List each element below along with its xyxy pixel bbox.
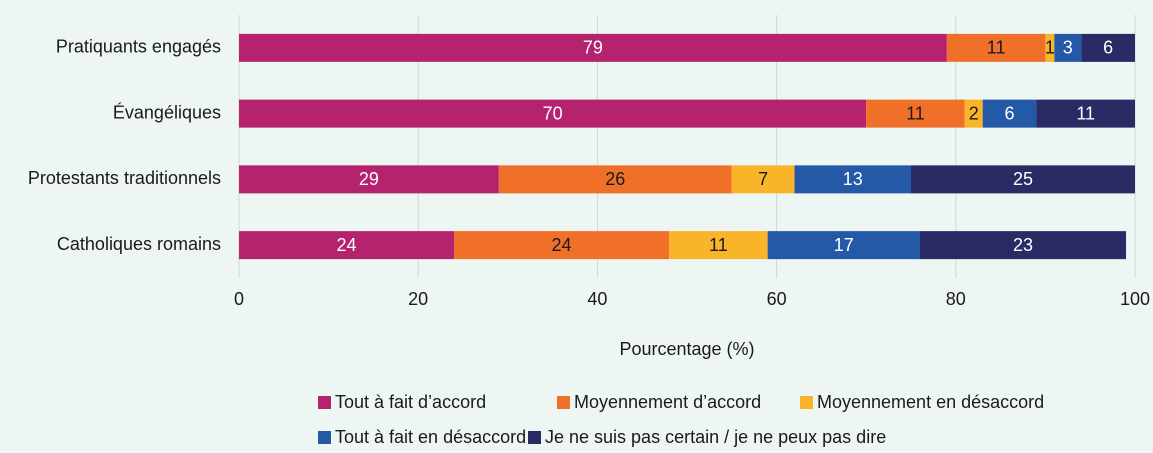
value-label: 13 (843, 169, 863, 189)
bar-segment (1054, 33, 1082, 62)
value-label: 29 (359, 169, 379, 189)
x-tick-label: 40 (587, 289, 607, 309)
value-label: 6 (1005, 103, 1015, 123)
bar-segment (239, 165, 499, 194)
bar-segment (1081, 33, 1135, 62)
legend-swatch (528, 431, 541, 444)
legend-swatch (557, 396, 570, 409)
value-label: 17 (834, 235, 854, 255)
y-tick-label: Protestants traditionnels (28, 168, 221, 188)
bar-segment (239, 99, 867, 128)
y-tick-label: Pratiquants engagés (56, 37, 221, 57)
legend-label: Tout à fait d’accord (335, 392, 486, 412)
value-label: 26 (605, 169, 625, 189)
value-label: 24 (552, 235, 572, 255)
bar-segment (767, 231, 920, 260)
y-tick-label: Évangéliques (113, 102, 221, 122)
value-label: 11 (906, 103, 925, 123)
bar-segment (911, 165, 1135, 194)
value-label: 24 (337, 235, 357, 255)
bar-segment (1045, 33, 1055, 62)
legend-label: Je ne suis pas certain / je ne peux pas … (545, 427, 886, 447)
bar-segment (982, 99, 1037, 128)
legend-label: Moyennement en désaccord (817, 392, 1044, 412)
value-label: 1 (1045, 38, 1055, 58)
value-label: 3 (1063, 38, 1073, 58)
x-tick-label: 20 (408, 289, 428, 309)
value-label: 11 (1076, 103, 1095, 123)
legend-label: Tout à fait en désaccord (335, 427, 526, 447)
value-label: 2 (969, 103, 979, 123)
value-label: 79 (583, 38, 603, 58)
value-label: 6 (1103, 38, 1113, 58)
bar-segment (454, 231, 670, 260)
value-label: 25 (1013, 169, 1033, 189)
bar-segment (669, 231, 768, 260)
bar-segment (239, 231, 455, 260)
bar-segment (1036, 99, 1135, 128)
legend-label: Moyennement d’accord (574, 392, 761, 412)
x-tick-label: 0 (234, 289, 244, 309)
x-tick-label: 80 (946, 289, 966, 309)
legend-swatch (318, 431, 331, 444)
bar-segment (794, 165, 911, 194)
legend-swatch (318, 396, 331, 409)
bar-segment (731, 165, 795, 194)
bar-segment (964, 99, 983, 128)
x-tick-label: 100 (1120, 289, 1150, 309)
y-tick-label: Catholiques romains (57, 234, 221, 254)
legend-swatch (800, 396, 813, 409)
bar-segment (866, 99, 965, 128)
x-tick-label: 60 (767, 289, 787, 309)
value-label: 70 (543, 103, 563, 123)
value-label: 11 (709, 235, 728, 255)
bar-segment (239, 33, 947, 62)
value-label: 7 (758, 169, 768, 189)
bar-segment (498, 165, 732, 194)
bar-segment (946, 33, 1046, 62)
bar-segment (919, 231, 1127, 260)
value-label: 11 (987, 38, 1006, 58)
value-label: 23 (1013, 235, 1033, 255)
x-axis-label: Pourcentage (%) (619, 339, 754, 359)
